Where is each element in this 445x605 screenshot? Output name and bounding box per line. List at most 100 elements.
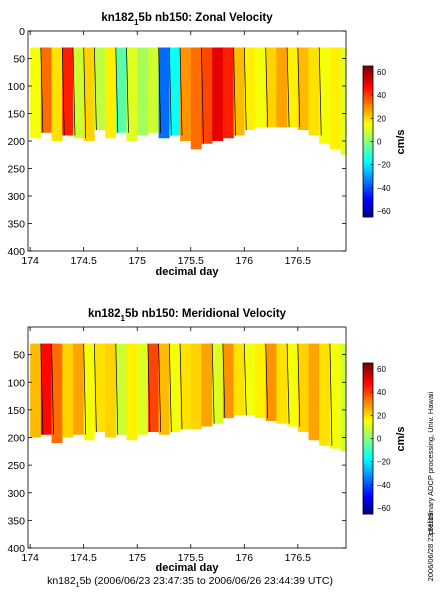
velocity-cell: [244, 47, 256, 130]
colorbar-swatch: [363, 118, 373, 122]
velocity-cell: [51, 343, 63, 444]
colorbar-swatch: [363, 214, 373, 218]
y-tick-label: 400: [7, 246, 25, 258]
colorbar-swatch: [363, 405, 373, 409]
contour-line: [83, 47, 87, 139]
colorbar-swatch: [363, 123, 373, 127]
contour-line: [265, 343, 269, 419]
x-tick-label: 176.5: [285, 255, 311, 267]
velocity-cell: [105, 47, 117, 139]
velocity-cell: [276, 47, 288, 128]
velocity-cell: [319, 47, 331, 144]
colorbar-swatch: [363, 415, 373, 419]
contour-line: [83, 343, 87, 435]
colorbar-swatch: [363, 111, 373, 115]
colorbar-swatch: [363, 363, 373, 366]
colorbar-swatch: [363, 128, 373, 132]
colorbar-swatch: [363, 471, 373, 475]
cruise-footer: kn18215b (2006/06/23 23:47:35 to 2006/06…: [47, 575, 333, 589]
velocity-cell: [158, 343, 170, 435]
colorbar-swatch: [363, 86, 373, 90]
colorbar-swatch: [363, 154, 373, 157]
velocity-cell: [62, 47, 74, 136]
zonal-xlabel: decimal day: [156, 266, 220, 278]
colorbar-swatch: [363, 380, 373, 384]
colorbar-swatch: [363, 481, 373, 485]
y-tick-label: 100: [7, 81, 25, 93]
y-tick-label: 100: [7, 377, 25, 389]
colorbar-swatch: [363, 448, 373, 452]
y-tick-label: 350: [7, 515, 25, 527]
contour-line: [40, 343, 44, 435]
colorbar-swatch: [363, 451, 373, 454]
velocity-cell: [105, 343, 117, 438]
colorbar-swatch: [363, 435, 373, 439]
colorbar-swatch: [363, 206, 373, 210]
colorbar-swatch: [363, 146, 373, 150]
colorbar-tick-label: 40: [377, 91, 386, 100]
colorbar-swatch: [363, 473, 373, 477]
velocity-cell: [222, 343, 234, 419]
velocity-cell: [180, 343, 192, 430]
colorbar-swatch: [363, 393, 373, 397]
velocity-cell: [222, 47, 234, 139]
velocity-cell: [340, 343, 347, 452]
colorbar-swatch: [363, 398, 373, 402]
contour-line: [72, 47, 76, 136]
velocity-cell: [190, 343, 202, 430]
contour-line: [115, 343, 119, 435]
colorbar-swatch: [363, 441, 373, 444]
y-tick-label: 200: [7, 136, 25, 148]
contour-line: [94, 343, 97, 432]
colorbar-swatch: [363, 496, 373, 500]
velocity-cell: [115, 343, 127, 435]
velocity-cell: [201, 343, 213, 427]
velocity-cell: [329, 343, 341, 449]
velocity-cell: [276, 343, 288, 424]
colorbar-swatch: [363, 476, 373, 480]
x-tick-label: 175.5: [178, 552, 204, 564]
colorbar-swatch: [363, 395, 373, 399]
meridional-heatmap: 174 174.5 175 175.5 176 176.5 50 100 150 200 250 30…: [7, 326, 347, 564]
colorbar-swatch: [363, 478, 373, 482]
contour-line: [147, 343, 151, 432]
colorbar-swatch: [363, 463, 373, 467]
x-tick-label: 174: [21, 552, 39, 564]
colorbar-swatch: [363, 133, 373, 137]
colorbar-swatch: [363, 408, 373, 412]
colorbar-swatch: [363, 98, 373, 102]
velocity-cell: [308, 343, 320, 441]
y-tick-label: 50: [13, 54, 25, 66]
velocity-cell: [212, 343, 224, 424]
colorbar-swatch: [363, 93, 373, 97]
colorbar-swatch: [363, 403, 373, 407]
velocity-cell: [62, 343, 74, 438]
colorbar-swatch: [363, 199, 373, 203]
colorbar-swatch: [363, 201, 373, 205]
x-tick-label: 174.5: [71, 255, 97, 267]
colorbar-swatch: [363, 96, 373, 100]
contour-line: [158, 47, 161, 133]
colorbar-swatch: [363, 443, 373, 447]
colorbar-swatch: [363, 388, 373, 392]
contour-line: [61, 47, 65, 136]
velocity-cell: [233, 47, 245, 136]
velocity-cell: [319, 343, 331, 446]
contour-line: [168, 47, 172, 136]
y-tick-label: 350: [7, 219, 25, 231]
colorbar-swatch: [363, 171, 373, 175]
contour-line: [201, 47, 204, 144]
velocity-cell: [72, 343, 84, 435]
zonal-velocity-panel: kn18215b nb150: Zonal Velocity 174 174.5 1…: [7, 12, 407, 278]
contour-line: [40, 47, 44, 133]
colorbar-swatch: [363, 68, 373, 72]
x-tick-label: 174.5: [71, 552, 97, 564]
contour-line: [243, 47, 247, 131]
colorbar-tick-label: 60: [377, 68, 386, 77]
colorbar-swatch: [363, 433, 373, 437]
colorbar-swatch: [363, 483, 373, 487]
colorbar-swatch: [363, 91, 373, 95]
colorbar-tick-label: −20: [377, 458, 391, 467]
velocity-cell: [297, 47, 309, 130]
